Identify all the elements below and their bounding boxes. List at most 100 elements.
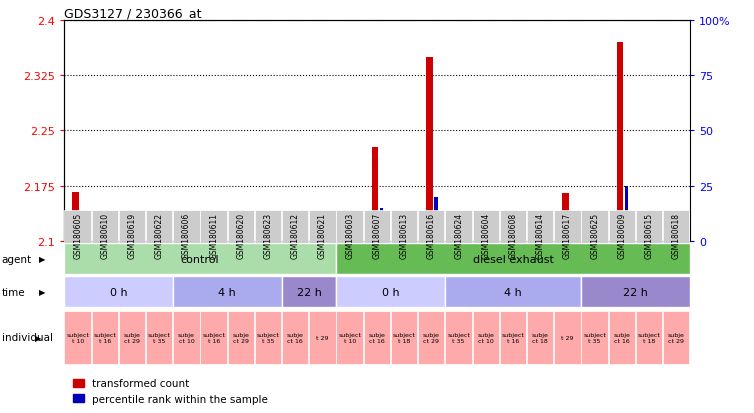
Text: subje
ct 29: subje ct 29 [124, 332, 140, 343]
Text: subject
t 10: subject t 10 [66, 332, 89, 343]
Bar [91, 311, 118, 364]
Bar [135, 237, 139, 242]
Bar [407, 237, 410, 242]
Bar [372, 147, 379, 242]
Text: subje
ct 16: subje ct 16 [369, 332, 385, 343]
Bar [554, 311, 581, 364]
Text: subje
ct 10: subje ct 10 [477, 332, 495, 343]
Bar [81, 237, 84, 242]
Bar [500, 311, 526, 364]
Bar [309, 311, 336, 364]
Text: subject
t 35: subject t 35 [584, 332, 606, 343]
Bar [146, 211, 173, 244]
Bar [263, 236, 270, 242]
Text: subje
ct 16: subje ct 16 [614, 332, 630, 343]
Text: subject
t 16: subject t 16 [501, 332, 525, 343]
Text: GSM180607: GSM180607 [372, 212, 382, 259]
Text: subje
ct 16: subje ct 16 [287, 332, 304, 343]
Bar [336, 244, 690, 275]
Bar [64, 311, 90, 364]
Text: GSM180605: GSM180605 [73, 212, 82, 259]
Text: GSM180620: GSM180620 [237, 212, 246, 258]
Text: GSM180622: GSM180622 [155, 212, 164, 258]
Bar [473, 211, 499, 244]
Bar [636, 311, 662, 364]
Bar [216, 237, 220, 242]
Text: GSM180624: GSM180624 [454, 212, 463, 258]
Bar [679, 230, 682, 242]
Bar [527, 211, 553, 244]
Text: subject
t 16: subject t 16 [202, 332, 225, 343]
Text: ▶: ▶ [39, 255, 46, 263]
Bar [173, 311, 200, 364]
Text: subje
ct 18: subje ct 18 [532, 332, 549, 343]
Bar [290, 239, 297, 242]
Bar [326, 237, 329, 242]
Text: GSM180608: GSM180608 [508, 212, 517, 258]
Text: subje
ct 10: subje ct 10 [178, 332, 195, 343]
Bar [345, 237, 351, 242]
Legend: transformed count, percentile rank within the sample: transformed count, percentile rank withi… [69, 374, 272, 408]
Text: GSM180611: GSM180611 [210, 212, 218, 258]
Text: ▶: ▶ [35, 333, 41, 342]
Bar [581, 277, 690, 308]
Bar [228, 311, 254, 364]
Bar [535, 228, 542, 242]
Bar [489, 237, 492, 242]
Bar [336, 277, 445, 308]
Bar [461, 237, 465, 242]
Bar [173, 277, 282, 308]
Bar [644, 238, 651, 242]
Text: GSM180619: GSM180619 [127, 212, 136, 258]
Bar [617, 43, 624, 242]
Bar [91, 211, 118, 244]
Text: GSM180604: GSM180604 [481, 212, 490, 259]
Bar [480, 239, 487, 242]
Text: subject
t 18: subject t 18 [638, 332, 661, 343]
Bar [201, 211, 227, 244]
Bar [598, 237, 601, 242]
Text: subject
t 10: subject t 10 [339, 332, 361, 343]
Bar [119, 311, 146, 364]
Bar [608, 311, 635, 364]
Bar [663, 211, 689, 244]
Bar [282, 211, 308, 244]
Bar [581, 311, 608, 364]
Bar [380, 209, 383, 242]
Bar [652, 237, 655, 242]
Bar [426, 57, 433, 242]
Bar [208, 229, 215, 242]
Text: subje
ct 29: subje ct 29 [668, 332, 685, 343]
Bar [663, 311, 689, 364]
Bar [608, 211, 635, 244]
Bar [581, 211, 608, 244]
Bar [154, 238, 161, 242]
Bar [108, 237, 111, 242]
Bar [353, 237, 356, 242]
Text: GSM180623: GSM180623 [264, 212, 273, 258]
Text: ▶: ▶ [39, 288, 46, 297]
Text: GSM180612: GSM180612 [291, 212, 300, 258]
Bar [336, 311, 363, 364]
Text: subject
t 35: subject t 35 [256, 332, 280, 343]
Bar [418, 211, 444, 244]
Bar [507, 236, 514, 242]
Bar [228, 211, 254, 244]
Text: GSM180618: GSM180618 [672, 212, 681, 258]
Bar [64, 277, 173, 308]
Bar [146, 311, 173, 364]
Text: GSM180613: GSM180613 [400, 212, 409, 258]
Bar [181, 235, 188, 242]
Text: GDS3127 / 230366_at: GDS3127 / 230366_at [64, 7, 201, 19]
Bar [391, 211, 417, 244]
Text: subject
t 35: subject t 35 [447, 332, 470, 343]
Text: t 29: t 29 [561, 335, 574, 340]
Bar [391, 311, 417, 364]
Text: subject
t 16: subject t 16 [93, 332, 116, 343]
Text: individual: individual [2, 332, 53, 343]
Bar [336, 211, 363, 244]
Bar [562, 194, 569, 242]
Text: GSM180609: GSM180609 [618, 212, 627, 259]
Bar [571, 237, 574, 242]
Bar [516, 237, 520, 242]
